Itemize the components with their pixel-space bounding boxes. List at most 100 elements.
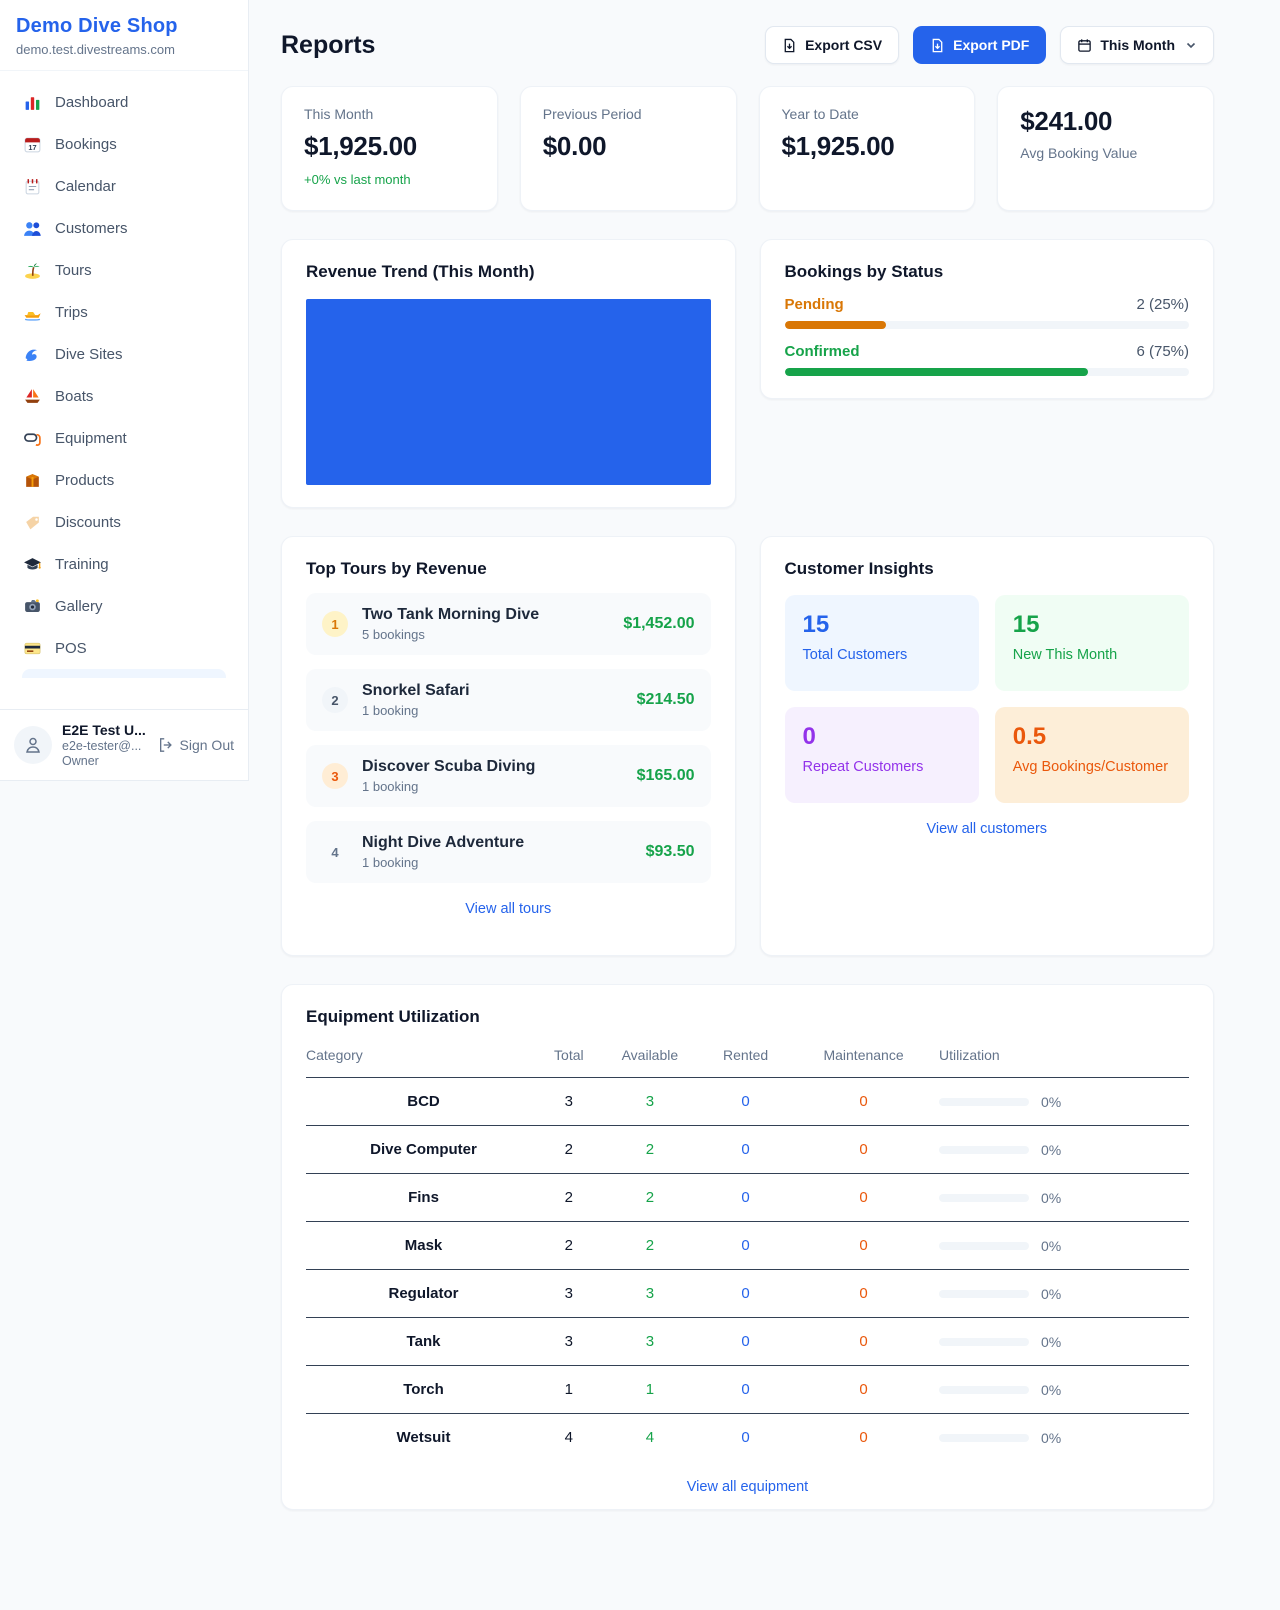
equipment-rented: 0 <box>703 1077 789 1126</box>
equipment-column-utilization: Utilization <box>939 1035 1189 1078</box>
equipment-rented: 0 <box>703 1317 789 1366</box>
tour-row-two-tank-morning-dive: 1 Two Tank Morning Dive 5 bookings $1,452.0… <box>306 593 711 655</box>
equipment-row-regulator: Regulator 3 3 0 0 0% <box>306 1269 1189 1318</box>
main-content: Reports Export CSV Export PDF This Month <box>249 0 1280 1550</box>
sidebar-item-discounts[interactable]: Discounts <box>12 501 236 543</box>
equipment-row-torch: Torch 1 1 0 0 0% <box>306 1365 1189 1414</box>
insight-value: 15 <box>1012 611 1040 638</box>
equipment-total: 3 <box>541 1077 597 1126</box>
tag-icon <box>22 512 42 532</box>
equipment-total: 3 <box>541 1269 597 1318</box>
chevron-down-icon <box>1186 42 1196 49</box>
view-all-customers-link[interactable]: View all customers <box>926 821 1048 837</box>
package-icon <box>22 470 42 490</box>
sidebar-item-label: Equipment <box>55 429 127 447</box>
utilization-bar-track <box>939 1385 1029 1394</box>
status-progress-track <box>784 368 1189 376</box>
equipment-category: Mask <box>306 1221 541 1270</box>
equipment-category: Regulator <box>306 1269 541 1318</box>
credit-card-icon <box>22 638 42 658</box>
export-pdf-button[interactable]: Export PDF <box>913 26 1047 64</box>
sidebar-item-calendar[interactable]: Calendar <box>12 165 236 207</box>
sidebar-item-tours[interactable]: Tours <box>12 249 236 291</box>
tour-row-discover-scuba-diving: 3 Discover Scuba Diving 1 booking $165.00 <box>306 745 711 807</box>
equipment-row-tank: Tank 3 3 0 0 0% <box>306 1317 1189 1366</box>
status-progress-fill <box>784 321 886 329</box>
equipment-maintenance: 0 <box>788 1221 939 1270</box>
equipment-row-bcd: BCD 3 3 0 0 0% <box>306 1077 1189 1126</box>
sidebar-item-label: POS <box>55 639 87 657</box>
tour-bookings: 1 booking <box>362 855 419 870</box>
revenue-trend-card: Revenue Trend (This Month) <box>281 239 736 508</box>
equipment-maintenance: 0 <box>788 1173 939 1222</box>
utilization-percent: 0% <box>1041 1429 1062 1446</box>
equipment-maintenance: 0 <box>788 1125 939 1174</box>
tour-bookings: 5 bookings <box>362 627 425 642</box>
equipment-column-category: Category <box>306 1035 541 1078</box>
stat-card-previous-period: Previous Period $0.00 <box>519 86 737 211</box>
file-download-icon <box>784 38 795 52</box>
equipment-category: BCD <box>306 1077 541 1126</box>
tour-revenue: $1,452.00 <box>623 615 695 632</box>
sidebar-item-label: Discounts <box>55 513 121 531</box>
equipment-utilization: 0% <box>939 1077 1189 1126</box>
equipment-column-rented: Rented <box>703 1035 789 1078</box>
sidebar-item-customers[interactable]: Customers <box>12 207 236 249</box>
insight-label: Total Customers <box>802 647 908 663</box>
utilization-bar-track <box>939 1289 1029 1298</box>
speedboat-icon <box>22 302 42 322</box>
svg-text:17: 17 <box>28 142 36 151</box>
sidebar-item-label: Trips <box>55 303 88 321</box>
sign-out-button[interactable]: Sign Out <box>158 737 234 753</box>
island-icon <box>22 260 42 280</box>
bookings-status-title: Bookings by Status <box>784 262 944 281</box>
utilization-bar-track <box>939 1193 1029 1202</box>
revenue-trend-chart <box>306 299 711 485</box>
sidebar-item-pos[interactable]: POS <box>12 627 236 669</box>
sidebar-item-products[interactable]: Products <box>12 459 236 501</box>
equipment-available: 3 <box>596 1317 704 1366</box>
stat-card-avg-booking-value: $241.00 Avg Booking Value <box>997 86 1214 211</box>
tour-revenue: $93.50 <box>645 843 695 860</box>
sidebar-item-dive-sites[interactable]: Dive Sites <box>12 333 236 375</box>
equipment-title: Equipment Utilization <box>306 1007 480 1026</box>
page-title: Reports <box>281 30 376 59</box>
status-count: 2 (25%) <box>1136 296 1189 313</box>
equipment-maintenance: 0 <box>788 1365 939 1414</box>
export-csv-button[interactable]: Export CSV <box>765 26 900 64</box>
stat-label: This Month <box>304 106 374 122</box>
status-row-confirmed: Confirmed 6 (75%) <box>784 343 1189 376</box>
equipment-category: Fins <box>306 1173 541 1222</box>
sidebar-item-reports-peek[interactable] <box>22 669 226 678</box>
sign-out-label: Sign Out <box>179 737 234 753</box>
equipment-rented: 0 <box>703 1221 789 1270</box>
stat-value: $241.00 <box>1020 106 1113 136</box>
sidebar-item-training[interactable]: Training <box>12 543 236 585</box>
utilization-bar-track <box>939 1097 1029 1106</box>
tour-name: Snorkel Safari <box>362 682 470 699</box>
sidebar-item-gallery[interactable]: Gallery <box>12 585 236 627</box>
equipment-utilization: 0% <box>939 1221 1189 1270</box>
status-row-pending: Pending 2 (25%) <box>784 296 1189 329</box>
sidebar-item-equipment[interactable]: Equipment <box>12 417 236 459</box>
equipment-utilization: 0% <box>939 1365 1189 1414</box>
sidebar-item-boats[interactable]: Boats <box>12 375 236 417</box>
equipment-maintenance: 0 <box>788 1269 939 1318</box>
period-dropdown[interactable]: This Month <box>1060 26 1214 64</box>
sidebar-item-label: Tours <box>55 261 92 279</box>
equipment-row-dive-computer: Dive Computer 2 2 0 0 0% <box>306 1125 1189 1174</box>
utilization-percent: 0% <box>1041 1285 1062 1302</box>
equipment-column-total: Total <box>541 1035 597 1078</box>
view-all-equipment-link[interactable]: View all equipment <box>686 1479 809 1495</box>
sidebar-item-dashboard[interactable]: Dashboard <box>12 81 236 123</box>
sidebar-item-trips[interactable]: Trips <box>12 291 236 333</box>
insight-tile-repeat-customers: 0 Repeat Customers <box>784 707 979 803</box>
camera-icon <box>22 596 42 616</box>
stat-value: $0.00 <box>542 131 607 161</box>
equipment-available: 2 <box>596 1125 704 1174</box>
utilization-percent: 0% <box>1041 1333 1062 1350</box>
avatar <box>14 726 52 764</box>
equipment-row-wetsuit: Wetsuit 4 4 0 0 0% <box>306 1414 1189 1462</box>
view-all-tours-link[interactable]: View all tours <box>465 901 552 917</box>
sidebar-item-bookings[interactable]: 17 Bookings <box>12 123 236 165</box>
